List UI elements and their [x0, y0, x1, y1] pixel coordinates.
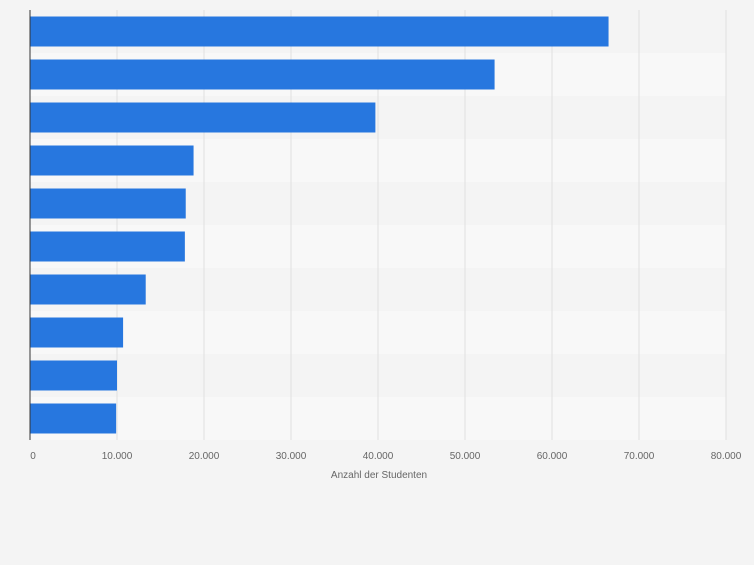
x-axis-title: Anzahl der Studenten	[331, 470, 427, 481]
x-tick-label: 0	[30, 451, 36, 462]
x-tick-label: 80.000	[711, 451, 742, 462]
bar[interactable]	[30, 317, 124, 348]
bar[interactable]	[30, 59, 495, 90]
x-axis-ticks: 0 10.000 20.000 30.000 40.000 50.000 60.000 70.…	[30, 451, 742, 462]
bar[interactable]	[30, 274, 146, 305]
x-tick-label: 50.000	[450, 451, 481, 462]
bar[interactable]	[30, 360, 117, 391]
bar[interactable]	[30, 145, 194, 176]
bar[interactable]	[30, 102, 376, 133]
bar[interactable]	[30, 231, 185, 262]
bar[interactable]	[30, 403, 117, 434]
x-tick-label: 40.000	[363, 451, 394, 462]
x-tick-label: 70.000	[624, 451, 655, 462]
bar[interactable]	[30, 188, 186, 219]
bar[interactable]	[30, 16, 609, 47]
x-tick-label: 10.000	[102, 451, 133, 462]
x-tick-label: 30.000	[276, 451, 307, 462]
bars	[30, 16, 609, 434]
x-tick-label: 60.000	[537, 451, 568, 462]
x-tick-label: 20.000	[189, 451, 220, 462]
